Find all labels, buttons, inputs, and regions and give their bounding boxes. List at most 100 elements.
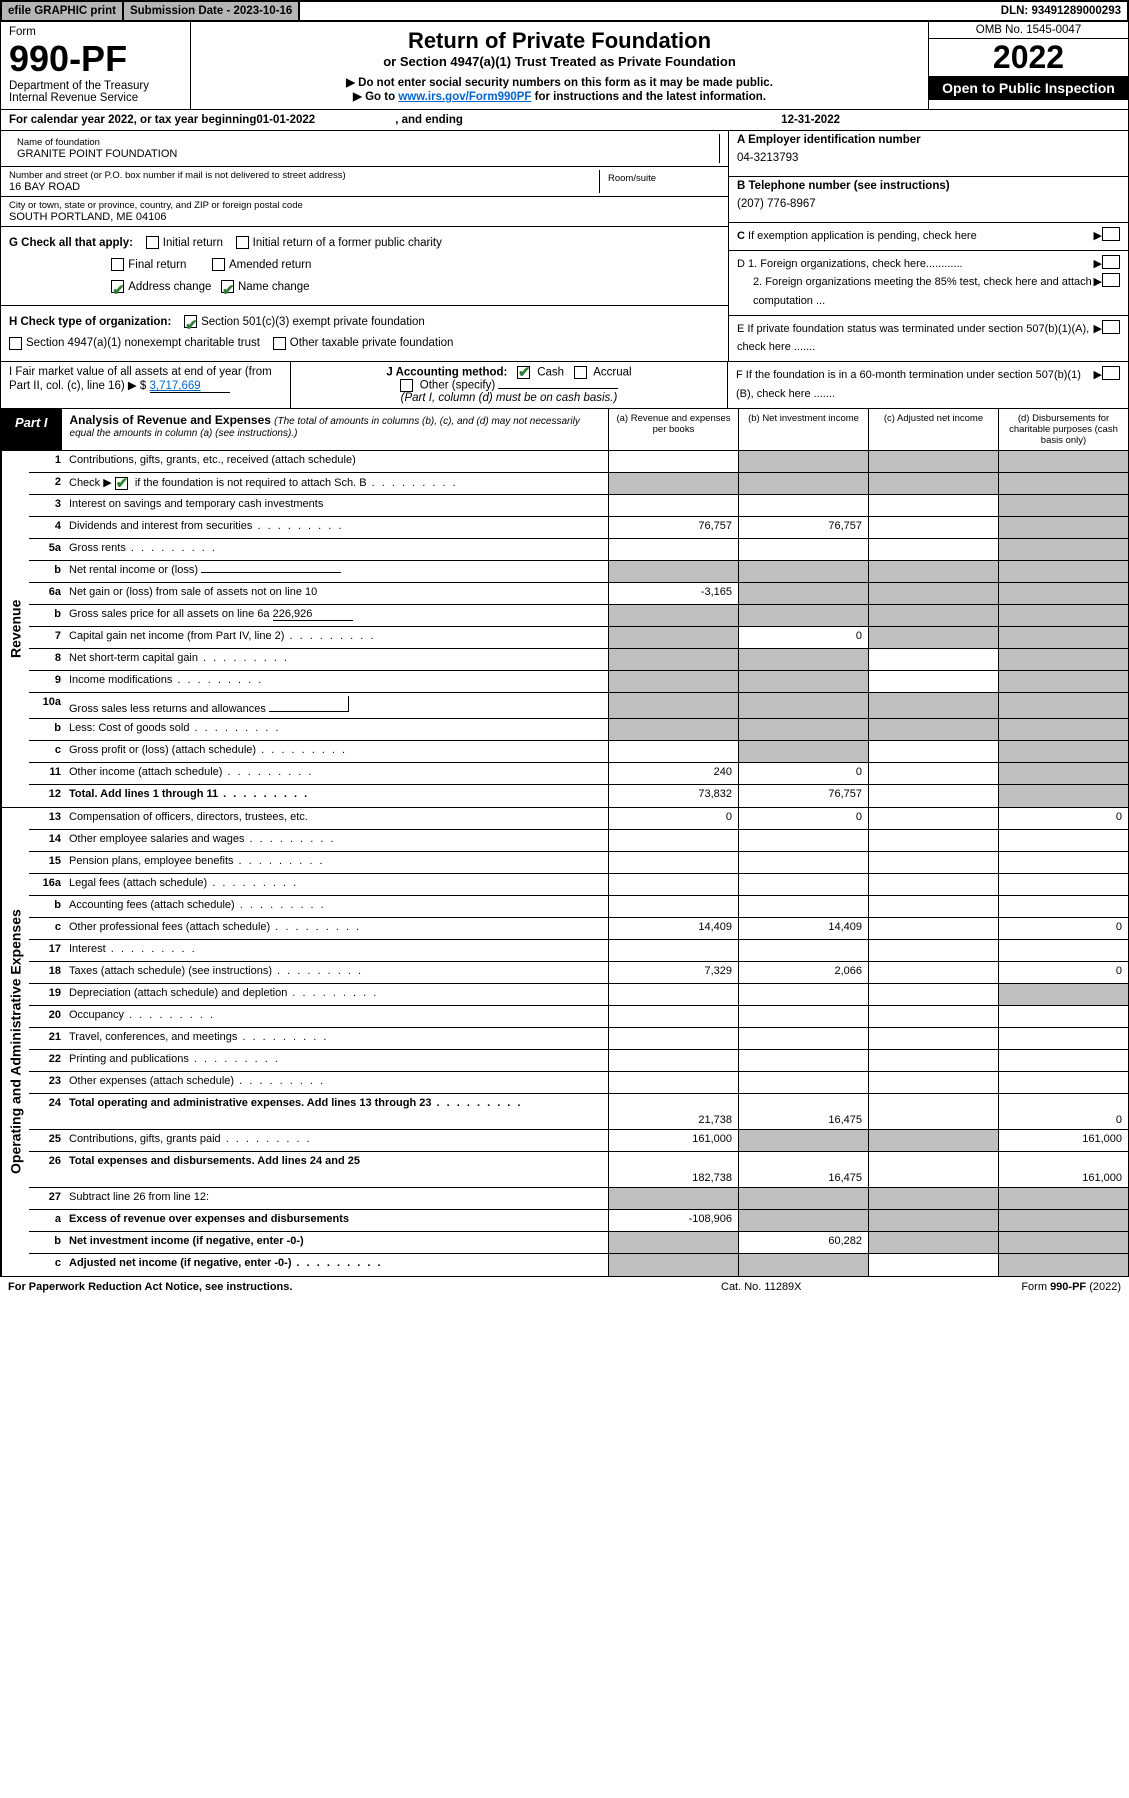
- address: 16 BAY ROAD: [9, 181, 599, 193]
- cb-accrual[interactable]: [574, 366, 587, 379]
- dln: DLN: 93491289000293: [995, 2, 1127, 20]
- r27b-b: 60,282: [738, 1232, 868, 1253]
- r3-num: 3: [29, 495, 65, 516]
- r13-num: 13: [29, 808, 65, 829]
- top-bar: efile GRAPHIC print Submission Date - 20…: [0, 0, 1129, 22]
- r27-desc: Subtract line 26 from line 12:: [65, 1188, 608, 1209]
- r21-desc: Travel, conferences, and meetings: [65, 1028, 608, 1049]
- calendar-year-row: For calendar year 2022, or tax year begi…: [0, 110, 1129, 131]
- i-value[interactable]: 3,717,669: [150, 380, 230, 393]
- r13-d: 0: [998, 808, 1128, 829]
- r19-num: 19: [29, 984, 65, 1005]
- col-a: (a) Revenue and expenses per books: [608, 409, 738, 450]
- r10b-desc: Less: Cost of goods sold: [65, 719, 608, 740]
- r24-d: 0: [998, 1094, 1128, 1129]
- r27c-desc: Adjusted net income (if negative, enter …: [65, 1254, 608, 1276]
- name-label: Name of foundation: [17, 137, 711, 148]
- r7-desc: Capital gain net income (from Part IV, l…: [65, 627, 608, 648]
- cb-c[interactable]: [1102, 227, 1120, 241]
- d1: D 1. Foreign organizations, check here..…: [737, 255, 1094, 274]
- r9-num: 9: [29, 671, 65, 692]
- r26-num: 26: [29, 1152, 65, 1187]
- city: SOUTH PORTLAND, ME 04106: [9, 211, 720, 223]
- r6a-a: -3,165: [608, 583, 738, 604]
- r18-desc: Taxes (attach schedule) (see instruction…: [65, 962, 608, 983]
- cb-other-tax[interactable]: [273, 337, 286, 350]
- r2-desc: Check ▶ if the foundation is not require…: [65, 473, 608, 494]
- cal-pre: For calendar year 2022, or tax year begi…: [9, 114, 256, 126]
- h-label: H Check type of organization:: [9, 316, 171, 328]
- r16c-d: 0: [998, 918, 1128, 939]
- r18-d: 0: [998, 962, 1128, 983]
- omb: OMB No. 1545-0047: [929, 22, 1128, 39]
- r4-b: 76,757: [738, 517, 868, 538]
- cb-f[interactable]: [1102, 366, 1120, 380]
- r11-desc: Other income (attach schedule): [65, 763, 608, 784]
- phone: (207) 776-8967: [737, 198, 1120, 210]
- cb-e[interactable]: [1102, 320, 1120, 334]
- r10a-desc: Gross sales less returns and allowances: [65, 693, 608, 718]
- tax-year: 2022: [929, 39, 1128, 76]
- form-number: 990-PF: [9, 38, 182, 80]
- r5a-desc: Gross rents: [65, 539, 608, 560]
- note2-pre: ▶ Go to: [353, 91, 398, 103]
- r6b-val: 226,926: [273, 608, 353, 621]
- cb-schb[interactable]: [115, 477, 128, 490]
- cb-501c3[interactable]: [184, 315, 197, 328]
- r4-a: 76,757: [608, 517, 738, 538]
- r26-d: 161,000: [998, 1152, 1128, 1187]
- r23-desc: Other expenses (attach schedule): [65, 1072, 608, 1093]
- g-initial-former: Initial return of a former public charit…: [253, 237, 442, 249]
- foundation-name: GRANITE POINT FOUNDATION: [17, 148, 711, 160]
- side-expenses: Operating and Administrative Expenses: [1, 808, 29, 1276]
- i-label: I Fair market value of all assets at end…: [9, 366, 272, 392]
- r4-num: 4: [29, 517, 65, 538]
- r5b-num: b: [29, 561, 65, 582]
- e: E If private foundation status was termi…: [737, 320, 1094, 357]
- j-other: Other (specify): [420, 380, 495, 392]
- r10b-num: b: [29, 719, 65, 740]
- cb-d1[interactable]: [1102, 255, 1120, 269]
- cb-final[interactable]: [111, 258, 124, 271]
- r11-b: 0: [738, 763, 868, 784]
- d2: 2. Foreign organizations meeting the 85%…: [737, 273, 1094, 310]
- r7-num: 7: [29, 627, 65, 648]
- cb-cash[interactable]: [517, 366, 530, 379]
- efile-label: efile GRAPHIC print: [2, 2, 124, 20]
- r6b-desc: Gross sales price for all assets on line…: [65, 605, 608, 626]
- r13-a: 0: [608, 808, 738, 829]
- form-title: Return of Private Foundation: [197, 28, 922, 54]
- r8-desc: Net short-term capital gain: [65, 649, 608, 670]
- cb-address[interactable]: [111, 280, 124, 293]
- form-label: Form: [9, 26, 182, 38]
- r14-num: 14: [29, 830, 65, 851]
- cb-initial-former[interactable]: [236, 236, 249, 249]
- ein-label: A Employer identification number: [737, 134, 1120, 146]
- r16c-a: 14,409: [608, 918, 738, 939]
- open-public: Open to Public Inspection: [929, 76, 1128, 100]
- cb-other-method[interactable]: [400, 379, 413, 392]
- g-name: Name change: [238, 281, 310, 293]
- side-revenue: Revenue: [1, 451, 29, 807]
- r26-a: 182,738: [608, 1152, 738, 1187]
- cb-initial[interactable]: [146, 236, 159, 249]
- r11-num: 11: [29, 763, 65, 784]
- r6a-desc: Net gain or (loss) from sale of assets n…: [65, 583, 608, 604]
- r24-num: 24: [29, 1094, 65, 1129]
- r3-desc: Interest on savings and temporary cash i…: [65, 495, 608, 516]
- cb-name[interactable]: [221, 280, 234, 293]
- form-link[interactable]: www.irs.gov/Form990PF: [398, 91, 531, 103]
- r27a-desc: Excess of revenue over expenses and disb…: [65, 1210, 608, 1231]
- r17-desc: Interest: [65, 940, 608, 961]
- cb-4947[interactable]: [9, 337, 22, 350]
- r27b-num: b: [29, 1232, 65, 1253]
- r25-d: 161,000: [998, 1130, 1128, 1151]
- cal-mid: , and ending: [395, 114, 463, 126]
- h-other: Other taxable private foundation: [290, 337, 454, 349]
- cb-d2[interactable]: [1102, 273, 1120, 287]
- submission-date: Submission Date - 2023-10-16: [124, 2, 300, 20]
- g-amended: Amended return: [229, 259, 311, 271]
- phone-label: B Telephone number (see instructions): [737, 180, 1120, 192]
- cb-amended[interactable]: [212, 258, 225, 271]
- r7-b: 0: [738, 627, 868, 648]
